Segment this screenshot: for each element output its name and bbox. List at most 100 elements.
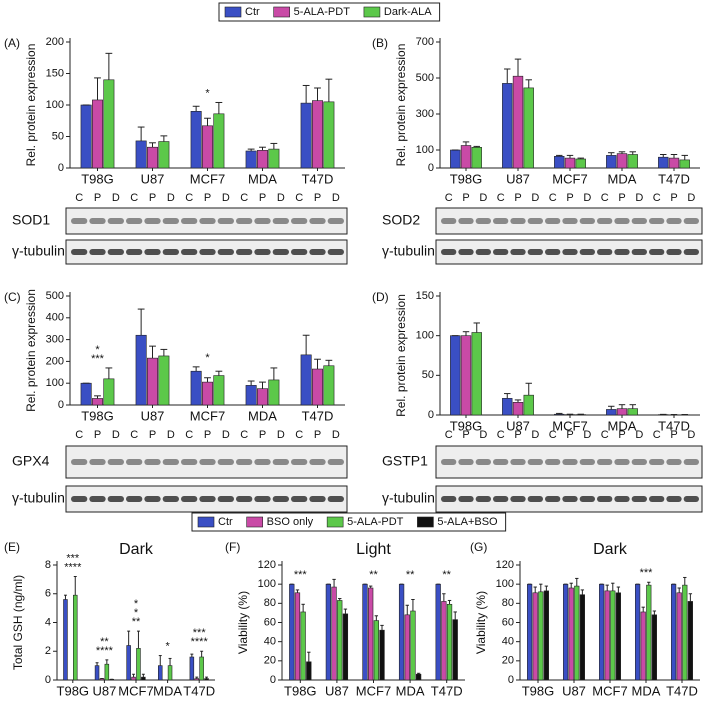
blot-band <box>683 218 699 224</box>
lane-label: P <box>618 192 625 204</box>
y-tick-label: 60 <box>264 616 276 628</box>
bar <box>610 590 616 681</box>
error-bar <box>149 345 156 359</box>
bar <box>131 676 136 681</box>
lane-label: P <box>314 192 321 204</box>
lane-label: D <box>531 192 539 204</box>
legend-label: Ctr <box>218 516 233 528</box>
error-bar <box>132 673 136 678</box>
y-tick-label: 0 <box>58 399 64 411</box>
blot-band <box>144 459 161 465</box>
error-bar <box>168 657 172 666</box>
blot-band <box>107 249 124 255</box>
blot-band <box>107 496 124 502</box>
bar <box>300 354 312 406</box>
lane-label: P <box>94 192 101 204</box>
blot-band <box>475 496 491 502</box>
x-tick-label: MCF7 <box>190 171 225 186</box>
error-bar <box>158 655 162 666</box>
legend-label: 5-ALA-PDT <box>294 6 351 18</box>
y-tick-label: 700 <box>416 36 434 48</box>
x-tick-label: MDA <box>632 683 661 698</box>
x-tick-label: T98G <box>81 171 114 186</box>
lane-label: D <box>332 192 340 204</box>
bar <box>136 648 141 681</box>
blot-band <box>71 496 88 502</box>
error-bar <box>325 78 333 102</box>
error-bar <box>137 126 145 141</box>
lane-label: P <box>259 192 266 204</box>
blot-band <box>579 459 595 465</box>
y-tick-label: 120 <box>258 559 276 571</box>
panel-label: (E) <box>4 540 20 554</box>
legend-swatch <box>326 516 344 528</box>
blot-band <box>562 218 578 224</box>
y-tick-label: 40 <box>264 636 276 648</box>
error-bar <box>608 405 615 410</box>
blot-band <box>309 249 326 255</box>
bar <box>257 388 268 406</box>
error-bar <box>338 598 342 601</box>
error-bar <box>411 599 415 611</box>
x-tick-label: MDA <box>608 418 637 433</box>
bar <box>189 656 195 681</box>
blot-band <box>236 496 253 502</box>
error-bar <box>343 608 348 614</box>
lane-label: D <box>222 192 230 204</box>
y-tick-label: 0 <box>45 674 51 686</box>
blot-band <box>683 496 699 502</box>
blot-band <box>162 496 179 502</box>
bar <box>92 398 103 406</box>
bar <box>204 678 209 681</box>
blot-band <box>649 459 665 465</box>
bar <box>202 381 213 406</box>
bar <box>668 157 680 169</box>
blot-band <box>458 218 474 224</box>
blot-band <box>126 459 143 465</box>
blot-band <box>545 218 561 224</box>
legend-swatch <box>224 6 242 18</box>
lane-label: D <box>277 429 285 441</box>
error-bar <box>616 586 621 593</box>
y-tick-label: 500 <box>46 290 64 302</box>
bar <box>190 111 202 169</box>
bar <box>194 678 200 681</box>
error-bar <box>575 577 579 587</box>
bar <box>289 583 295 681</box>
blot-band <box>493 249 509 255</box>
bar <box>92 99 103 169</box>
bar <box>312 100 323 169</box>
blot-band <box>291 496 308 502</box>
y-axis-label: Rel. protein expression <box>24 289 38 412</box>
lane-label: P <box>670 192 677 204</box>
lane-label: C <box>185 429 193 441</box>
blot-band <box>327 218 344 224</box>
blot-band <box>614 459 630 465</box>
blot-band <box>162 218 179 224</box>
blot-band <box>614 496 630 502</box>
lane-label: P <box>566 429 573 441</box>
blot-band <box>458 496 474 502</box>
blot-band <box>458 459 474 465</box>
error-bar <box>73 576 77 596</box>
blot-band <box>683 459 699 465</box>
x-tick-label: MCF7 <box>356 683 391 698</box>
blot-band <box>475 459 491 465</box>
blot-band <box>144 496 161 502</box>
error-bar <box>301 603 305 612</box>
blot-band <box>327 496 344 502</box>
bar <box>415 673 422 681</box>
error-bar <box>525 79 532 88</box>
significance: *** <box>91 353 105 365</box>
y-tick-label: 150 <box>46 67 64 79</box>
error-bar <box>462 331 470 336</box>
lane-label: D <box>332 429 340 441</box>
x-tick-label: MDA <box>608 171 637 186</box>
blot-band <box>71 249 88 255</box>
blot-band <box>89 218 106 224</box>
blot-band <box>254 496 271 502</box>
bar <box>606 409 617 416</box>
bar <box>604 590 610 681</box>
bar <box>63 599 68 681</box>
bar <box>532 592 538 681</box>
